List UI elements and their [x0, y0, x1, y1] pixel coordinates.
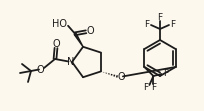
Text: F: F [157, 13, 162, 22]
Text: O: O [86, 26, 93, 36]
Text: F: F [150, 83, 155, 92]
Text: O: O [52, 39, 60, 49]
Text: N: N [67, 57, 74, 67]
Text: F: F [142, 83, 147, 92]
Text: F: F [170, 20, 175, 29]
Text: F: F [144, 20, 149, 29]
Text: O: O [116, 72, 124, 82]
Polygon shape [74, 33, 83, 47]
Text: O: O [37, 65, 44, 75]
Text: F: F [162, 68, 167, 77]
Text: HO: HO [51, 19, 66, 29]
